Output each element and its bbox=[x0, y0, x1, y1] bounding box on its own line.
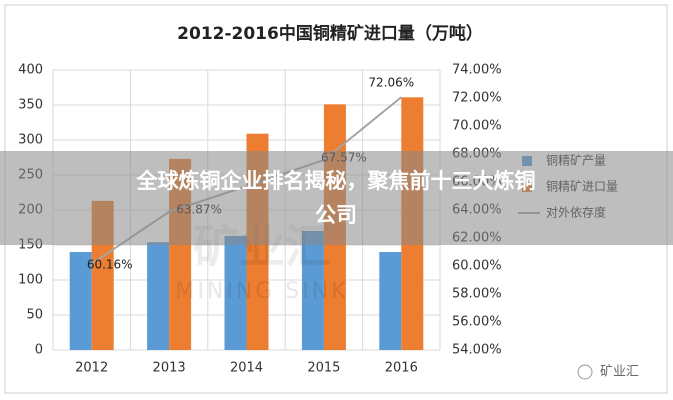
y2-tick-label: 60.00% bbox=[452, 259, 502, 274]
y2-tick-label: 56.00% bbox=[452, 315, 502, 330]
bar bbox=[379, 252, 402, 350]
y-tick-label: 0 bbox=[35, 343, 43, 358]
x-tick-label: 2012 bbox=[75, 361, 108, 376]
banner-line: 全球炼铜企业排名揭秘，聚焦前十三大炼铜 bbox=[136, 169, 536, 193]
data-label: 60.16% bbox=[87, 257, 133, 271]
y2-tick-label: 74.00% bbox=[452, 63, 502, 78]
y2-tick-label: 72.00% bbox=[452, 91, 502, 106]
banner-line: 公司 bbox=[315, 203, 357, 227]
y-tick-label: 100 bbox=[18, 273, 43, 288]
logo-icon bbox=[577, 364, 593, 380]
y-tick-label: 50 bbox=[26, 308, 43, 323]
banner bbox=[0, 151, 673, 245]
chart-title: 2012-2016中国铜精矿进口量（万吨） bbox=[177, 23, 483, 44]
y-tick-label: 400 bbox=[18, 63, 43, 78]
y-tick-label: 300 bbox=[18, 133, 43, 148]
y2-tick-label: 70.00% bbox=[452, 119, 502, 134]
logo-text: 矿业汇 bbox=[600, 365, 639, 380]
bar bbox=[301, 231, 324, 350]
bar bbox=[69, 252, 92, 350]
y2-tick-label: 58.00% bbox=[452, 287, 502, 302]
y2-tick-label: 54.00% bbox=[452, 343, 502, 358]
x-tick-label: 2015 bbox=[307, 361, 340, 376]
x-tick-label: 2016 bbox=[385, 361, 418, 376]
x-tick-label: 2013 bbox=[153, 361, 186, 376]
watermark-en: MINING SINK bbox=[175, 279, 348, 304]
bar bbox=[224, 235, 247, 350]
data-label: 72.06% bbox=[368, 76, 414, 90]
x-tick-label: 2014 bbox=[230, 361, 263, 376]
y-tick-label: 350 bbox=[18, 98, 43, 113]
bar bbox=[147, 242, 170, 350]
